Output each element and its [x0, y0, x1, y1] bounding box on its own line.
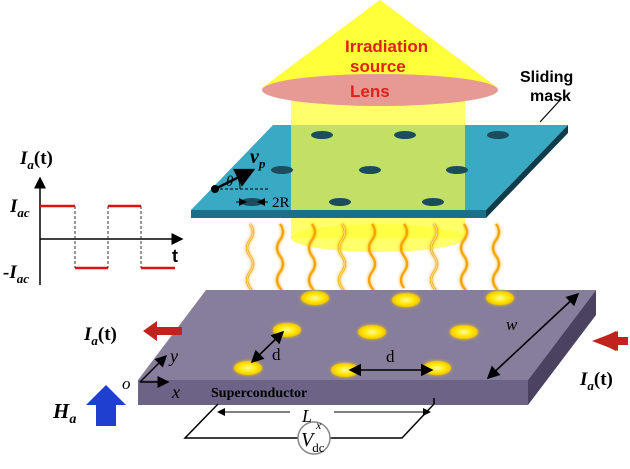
coordinate-axes [139, 354, 170, 388]
angle-symbol: θ [226, 174, 234, 190]
neg-iac-label: -Iac [3, 262, 29, 286]
mask-label-line1: Sliding [520, 69, 573, 86]
lens [262, 74, 498, 106]
current-label-left: Ia(t) [83, 324, 117, 348]
y-axis-label: y [168, 346, 178, 366]
field-label: Ha [52, 399, 76, 427]
iac-label: Iac [9, 196, 30, 220]
mask-label-line2: mask [530, 88, 571, 105]
length-label: L [301, 406, 312, 426]
sliding-mask [191, 97, 568, 218]
waveform-axis-title: Ia(t) [19, 148, 53, 172]
source-label-line1: Irradiation [345, 37, 428, 56]
spacing-arrow-diag [250, 330, 285, 364]
source-label-line2: source [350, 57, 406, 76]
origin-label: o [122, 374, 131, 393]
hole-size-label: 2R [272, 195, 290, 211]
voltage-circuit [183, 398, 435, 455]
field-arrow [86, 385, 126, 426]
lens-label: Lens [350, 82, 390, 101]
current-label-right: Ia(t) [579, 369, 613, 393]
velocity-symbol: vp [250, 146, 266, 171]
width-label: w [506, 315, 518, 334]
spacing-label-diag: d [272, 345, 281, 364]
light-spots [234, 291, 514, 377]
spacing-label-horiz: d [386, 347, 395, 366]
current-waveform-plot [34, 176, 184, 285]
x-axis-label: x [171, 382, 180, 402]
current-arrow-left [143, 321, 182, 341]
superconductor-label: Superconductor [211, 386, 307, 401]
velocity-indicator [211, 168, 268, 206]
voltmeter-label: Vdcx [301, 418, 325, 455]
superconductor-slab [138, 290, 596, 405]
width-arrow [486, 292, 580, 380]
time-axis-label: t [172, 246, 178, 266]
